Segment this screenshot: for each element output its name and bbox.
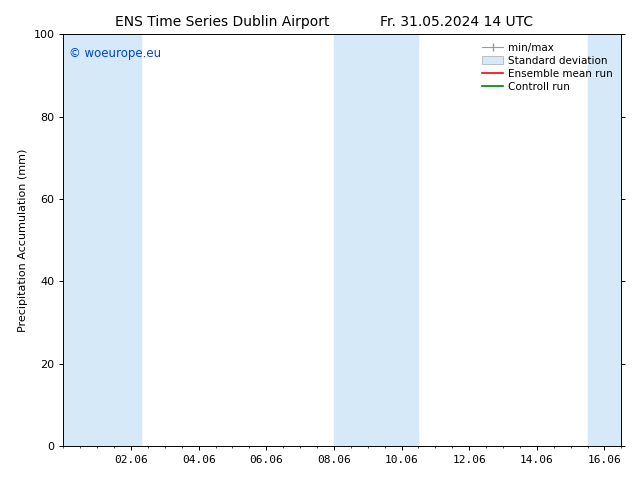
Legend: min/max, Standard deviation, Ensemble mean run, Controll run: min/max, Standard deviation, Ensemble me… (479, 40, 616, 95)
Y-axis label: Precipitation Accumulation (mm): Precipitation Accumulation (mm) (18, 148, 28, 332)
Bar (63, 34, 141, 446)
Bar (334, 34, 418, 446)
Bar (588, 34, 621, 446)
Text: ENS Time Series Dublin Airport: ENS Time Series Dublin Airport (115, 15, 329, 29)
Text: Fr. 31.05.2024 14 UTC: Fr. 31.05.2024 14 UTC (380, 15, 533, 29)
Text: © woeurope.eu: © woeurope.eu (69, 47, 161, 60)
